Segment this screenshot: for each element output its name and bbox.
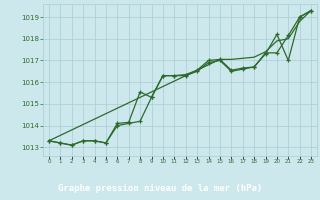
Text: Graphe pression niveau de la mer (hPa): Graphe pression niveau de la mer (hPa)	[58, 184, 262, 193]
